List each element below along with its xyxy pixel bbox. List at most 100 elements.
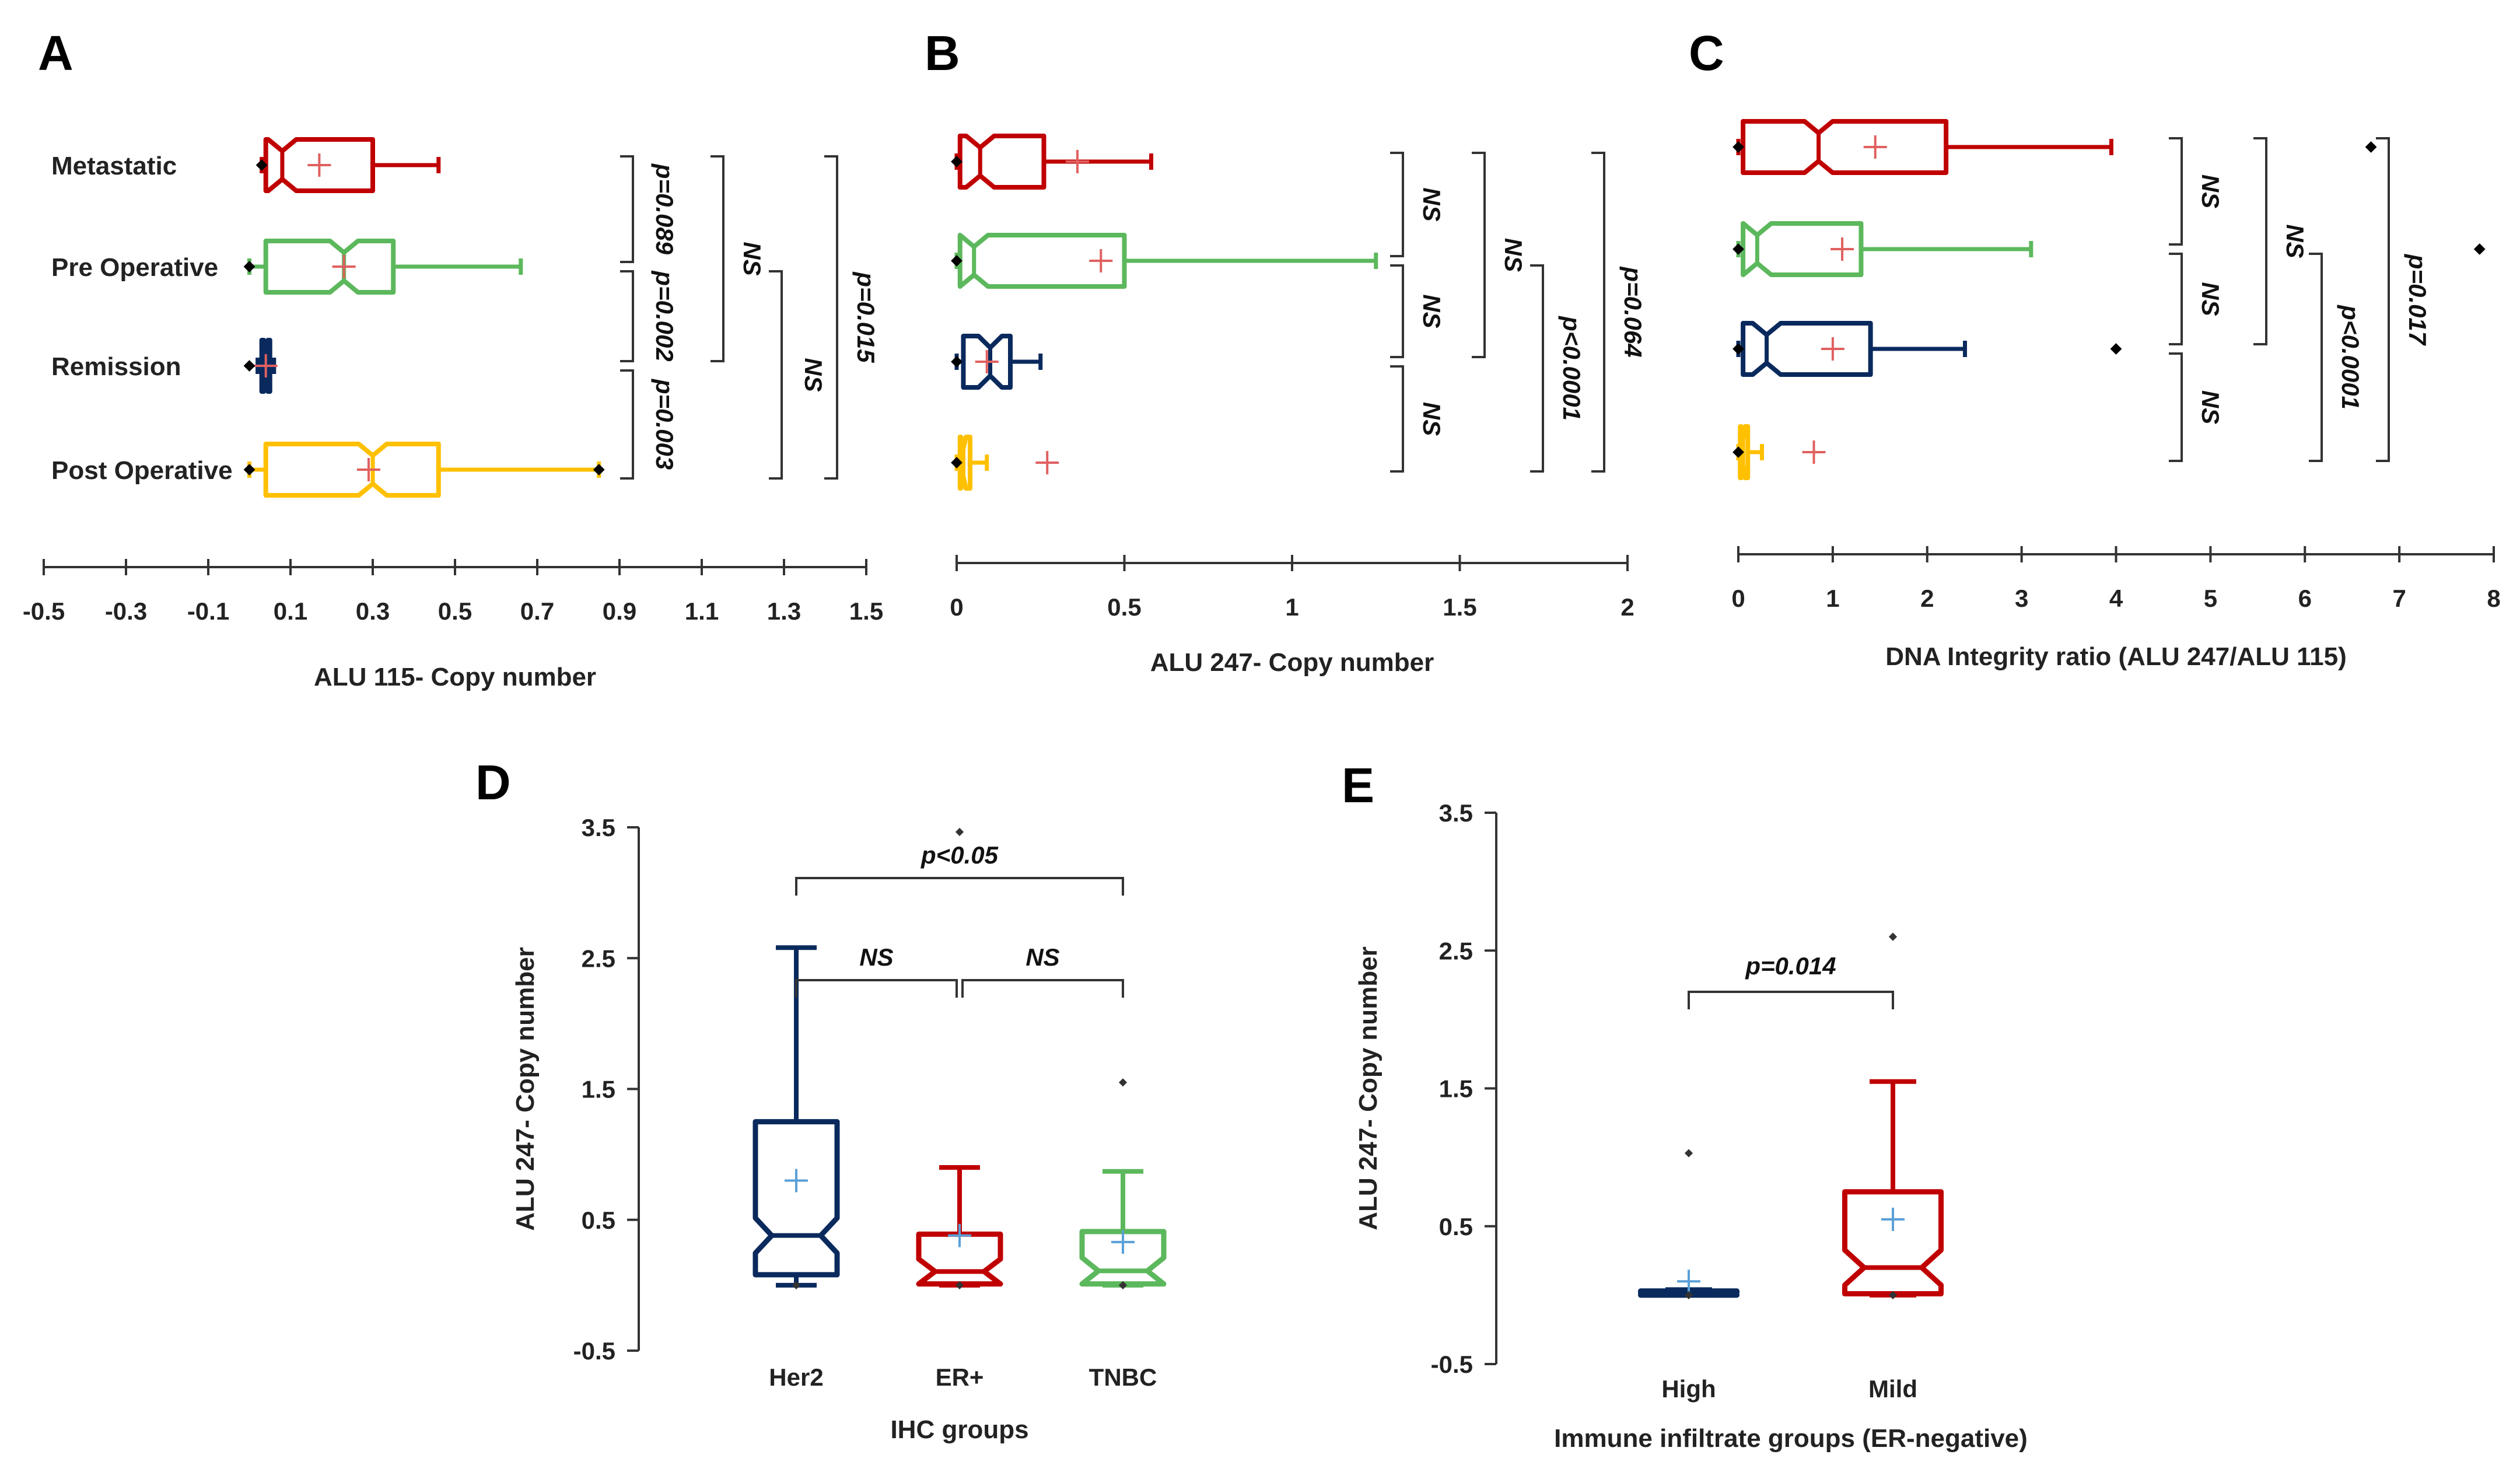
significance-bracket bbox=[1530, 264, 1544, 473]
box-body bbox=[957, 134, 1046, 190]
significance-label: p=0.015 bbox=[852, 271, 880, 363]
significance-bracket bbox=[795, 877, 1124, 896]
significance-label: p<0.0001 bbox=[1558, 316, 1586, 421]
panel-letter: D bbox=[475, 755, 511, 810]
box-body bbox=[259, 338, 272, 394]
significance-bracket bbox=[710, 155, 724, 362]
outlier-point bbox=[243, 261, 256, 272]
significance-bracket bbox=[2376, 137, 2390, 462]
y-tick-label: 1.5 bbox=[582, 1076, 615, 1103]
x-tick-label: 4 bbox=[2109, 585, 2123, 612]
x-axis-title: IHC groups bbox=[890, 1415, 1028, 1444]
x-tick-label: 2 bbox=[1620, 593, 1634, 621]
box-body bbox=[263, 442, 441, 498]
x-tick-label: -0.1 bbox=[187, 597, 229, 625]
x-tick-label: 1.5 bbox=[1443, 593, 1476, 621]
x-tick-label: 0.5 bbox=[1107, 593, 1141, 621]
outlier-point bbox=[1684, 1149, 1693, 1158]
box-remission bbox=[1732, 321, 2122, 377]
box-body bbox=[1079, 1229, 1167, 1287]
box-body bbox=[1842, 1189, 1944, 1297]
category-label: ER+ bbox=[936, 1363, 984, 1391]
box-body bbox=[916, 1231, 1003, 1287]
y-tick-label: 2.5 bbox=[1439, 937, 1473, 964]
x-axis-title: ALU 115- Copy number bbox=[314, 663, 596, 691]
x-tick-label: 2 bbox=[1920, 585, 1934, 612]
significance-label: p=0.089 bbox=[651, 163, 678, 255]
box-body bbox=[1741, 221, 1864, 277]
significance-bracket bbox=[620, 270, 634, 362]
significance-bracket bbox=[2309, 253, 2323, 462]
panel-e: E -0.5 0.5 1.5 2.5 3.5 ALU 247- Copy number Imm… bbox=[1342, 758, 2028, 1453]
category-label: High bbox=[1661, 1375, 1716, 1403]
x-tick-label: 0.1 bbox=[274, 597, 307, 625]
significance-bracket bbox=[824, 155, 838, 480]
y-tick-label: -0.5 bbox=[1431, 1351, 1473, 1378]
box-her2 bbox=[752, 945, 840, 1289]
outlier-point bbox=[256, 159, 268, 171]
significance-bracket bbox=[769, 270, 783, 480]
x-tick-label: 6 bbox=[2298, 585, 2312, 612]
significance-label: NS bbox=[2197, 390, 2224, 424]
box-body bbox=[263, 239, 396, 295]
x-tick-label: 1 bbox=[1285, 593, 1298, 621]
x-tick-label: 0 bbox=[1731, 585, 1745, 612]
panel-letter: E bbox=[1342, 758, 1374, 813]
outlier-point bbox=[2110, 343, 2122, 355]
outlier-point bbox=[2365, 141, 2377, 153]
outlier-point bbox=[593, 464, 605, 475]
outlier-point bbox=[1888, 932, 1898, 941]
significance-label: NS bbox=[1418, 402, 1446, 436]
box-metastatic bbox=[256, 137, 441, 193]
significance-label: NS bbox=[1418, 187, 1446, 221]
box-body bbox=[957, 233, 1127, 289]
x-tick-label: 0.7 bbox=[520, 597, 554, 625]
category-label: Mild bbox=[1868, 1375, 1917, 1403]
significance-bracket bbox=[2253, 137, 2267, 345]
outlier-point bbox=[1732, 343, 1744, 355]
box-mild bbox=[1842, 932, 1944, 1299]
y-tick-label: 1.5 bbox=[1439, 1075, 1473, 1103]
significance-label: NS bbox=[800, 358, 827, 391]
outlier-point bbox=[951, 356, 963, 368]
box-body bbox=[1741, 119, 1949, 175]
significance-bracket bbox=[2169, 352, 2183, 462]
outlier-point bbox=[1732, 141, 1744, 153]
panel-d: D -0.5 0.5 1.5 2.5 3.5 ALU 247- Copy number IHC… bbox=[475, 755, 1167, 1444]
box-body bbox=[1638, 1288, 1740, 1298]
y-axis-title: ALU 247- Copy number bbox=[511, 947, 540, 1231]
outlier-point bbox=[243, 464, 256, 475]
significance-label: p<0.0001 bbox=[2337, 305, 2364, 410]
panel-a: A -0.5 -0.3 -0.1 0.1 0.3 0.5 0.7 0.9 1.1 1.3 1.5 ALU… bbox=[23, 26, 883, 691]
significance-bracket bbox=[1390, 152, 1404, 257]
y-tick-label: 3.5 bbox=[582, 814, 615, 841]
x-tick-label: 7 bbox=[2392, 585, 2406, 612]
x-tick-label: -0.3 bbox=[105, 597, 147, 625]
category-label: Post Operative bbox=[51, 456, 233, 485]
outlier-point bbox=[951, 156, 963, 167]
panel-letter: B bbox=[925, 26, 960, 81]
box-tnbc bbox=[1079, 1078, 1167, 1289]
significance-label: NS bbox=[859, 943, 893, 971]
significance-label: NS bbox=[1418, 294, 1446, 328]
box-er- bbox=[916, 1165, 1003, 1289]
outlier-point bbox=[1732, 243, 1744, 255]
x-tick-label: 1.3 bbox=[767, 597, 801, 625]
panel-c: C 0 1 2 3 4 5 6 7 8 DNA Integrity ratio (ALU 247/A… bbox=[1689, 26, 2501, 671]
category-label: Metastatic bbox=[51, 152, 177, 180]
box-pre-operative bbox=[243, 239, 523, 295]
box-body bbox=[1741, 321, 1873, 377]
outlier-point bbox=[792, 1281, 801, 1289]
category-label: TNBC bbox=[1089, 1363, 1157, 1391]
box-high bbox=[1638, 1149, 1740, 1299]
y-tick-label: 0.5 bbox=[1439, 1213, 1473, 1240]
category-label: Pre Operative bbox=[51, 253, 218, 282]
significance-bracket bbox=[1390, 264, 1404, 358]
significance-bracket bbox=[1390, 365, 1404, 473]
significance-label: p=0.017 bbox=[2404, 254, 2431, 346]
x-tick-label: 5 bbox=[2204, 585, 2217, 612]
box-remission bbox=[951, 334, 1043, 390]
significance-bracket bbox=[2169, 253, 2183, 345]
box-body bbox=[961, 334, 1013, 390]
